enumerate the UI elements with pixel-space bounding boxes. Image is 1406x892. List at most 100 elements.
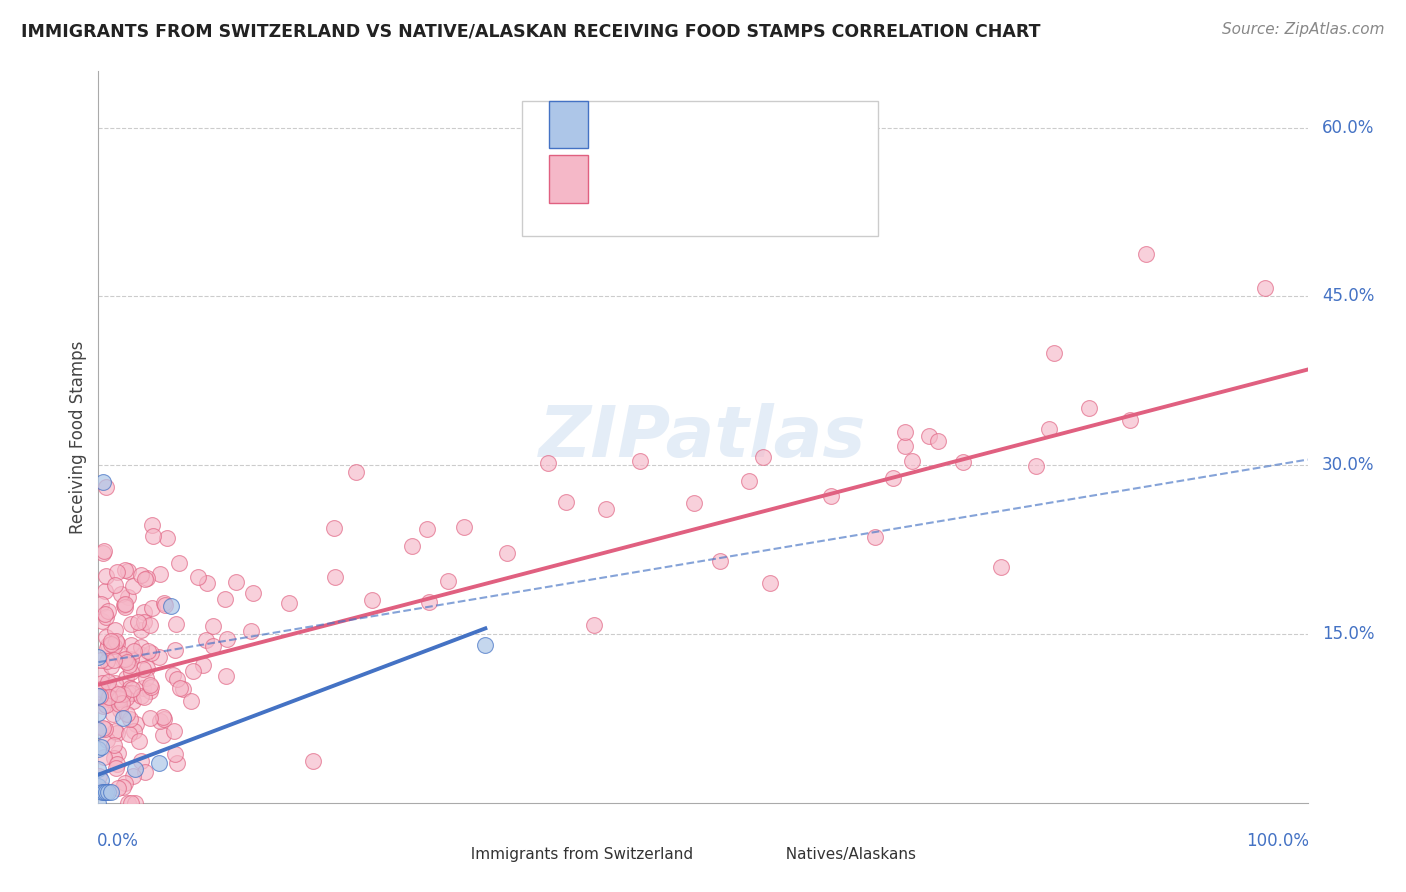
FancyBboxPatch shape bbox=[522, 101, 879, 235]
Point bbox=[148, 756, 170, 771]
Point bbox=[323, 570, 346, 584]
Point bbox=[129, 623, 152, 637]
Point bbox=[114, 563, 136, 577]
Point bbox=[142, 529, 165, 543]
Point bbox=[136, 644, 159, 658]
Point bbox=[110, 586, 132, 600]
Text: ZIPatlas: ZIPatlas bbox=[540, 402, 866, 472]
Point bbox=[91, 721, 114, 735]
Point bbox=[225, 575, 247, 590]
Point bbox=[141, 601, 163, 615]
Point bbox=[105, 565, 128, 579]
Point bbox=[1254, 280, 1277, 294]
Point bbox=[90, 653, 112, 667]
Point bbox=[97, 690, 120, 705]
Point bbox=[117, 685, 139, 699]
Point bbox=[87, 723, 110, 737]
Point bbox=[108, 646, 131, 660]
Point bbox=[118, 658, 141, 673]
Point bbox=[496, 546, 519, 560]
Point bbox=[120, 712, 142, 726]
Point bbox=[139, 711, 162, 725]
Point bbox=[537, 456, 560, 470]
Point bbox=[104, 623, 127, 637]
Point bbox=[120, 616, 142, 631]
Point bbox=[165, 617, 187, 632]
Point bbox=[96, 732, 118, 747]
Y-axis label: Receiving Food Stamps: Receiving Food Stamps bbox=[69, 341, 87, 533]
Point bbox=[121, 681, 143, 696]
Text: 100.0%: 100.0% bbox=[1246, 832, 1309, 850]
Point bbox=[141, 518, 163, 533]
Point bbox=[93, 544, 115, 558]
Point bbox=[94, 784, 117, 798]
Point bbox=[107, 780, 129, 795]
Point bbox=[1119, 413, 1142, 427]
Point bbox=[322, 521, 344, 535]
Point bbox=[416, 522, 439, 536]
Point bbox=[91, 676, 114, 690]
Point bbox=[90, 597, 112, 611]
Point bbox=[87, 762, 110, 776]
Point bbox=[149, 566, 172, 581]
Point bbox=[100, 659, 122, 673]
Point bbox=[94, 610, 117, 624]
Text: 30.0%: 30.0% bbox=[1322, 456, 1375, 475]
FancyBboxPatch shape bbox=[550, 155, 588, 203]
Point bbox=[141, 680, 163, 694]
Point bbox=[103, 653, 125, 667]
Point bbox=[134, 690, 156, 704]
Text: 60.0%: 60.0% bbox=[1322, 119, 1375, 136]
Text: 0.169: 0.169 bbox=[655, 115, 707, 134]
Point bbox=[583, 618, 606, 632]
Point bbox=[893, 438, 915, 452]
Point bbox=[93, 783, 115, 797]
Point bbox=[127, 615, 149, 629]
Point bbox=[122, 579, 145, 593]
Point bbox=[139, 678, 162, 692]
Point bbox=[122, 694, 145, 708]
Point bbox=[110, 696, 132, 710]
Point bbox=[103, 739, 125, 753]
Point bbox=[155, 532, 177, 546]
Point bbox=[129, 640, 152, 654]
Point bbox=[136, 661, 159, 675]
Point bbox=[100, 784, 122, 798]
Point bbox=[149, 714, 172, 728]
Point bbox=[187, 570, 209, 584]
Point bbox=[166, 672, 188, 686]
Point bbox=[474, 638, 496, 652]
Point bbox=[87, 779, 110, 793]
Point bbox=[134, 765, 156, 780]
Point bbox=[169, 681, 191, 695]
Point bbox=[117, 590, 139, 604]
Text: N =: N = bbox=[724, 170, 762, 188]
Point bbox=[901, 454, 924, 468]
Point bbox=[135, 671, 157, 685]
Point bbox=[167, 557, 190, 571]
Point bbox=[1038, 422, 1060, 436]
Point bbox=[90, 739, 112, 754]
Point bbox=[139, 646, 162, 660]
Point bbox=[129, 690, 152, 704]
Point bbox=[195, 576, 218, 591]
Point bbox=[128, 734, 150, 748]
Point bbox=[120, 665, 142, 679]
Point bbox=[132, 662, 155, 676]
Text: R =: R = bbox=[606, 115, 643, 134]
FancyBboxPatch shape bbox=[451, 841, 478, 872]
Point bbox=[122, 769, 145, 783]
Point bbox=[134, 615, 156, 629]
Point bbox=[103, 723, 125, 738]
Point bbox=[153, 712, 176, 726]
Point bbox=[214, 591, 236, 606]
Point bbox=[89, 668, 111, 682]
Point bbox=[105, 725, 128, 739]
Point bbox=[96, 640, 118, 655]
Point bbox=[97, 675, 120, 690]
Point bbox=[952, 455, 974, 469]
Point bbox=[682, 496, 704, 510]
Point bbox=[97, 691, 120, 706]
Point bbox=[101, 706, 124, 721]
Point bbox=[628, 454, 651, 468]
